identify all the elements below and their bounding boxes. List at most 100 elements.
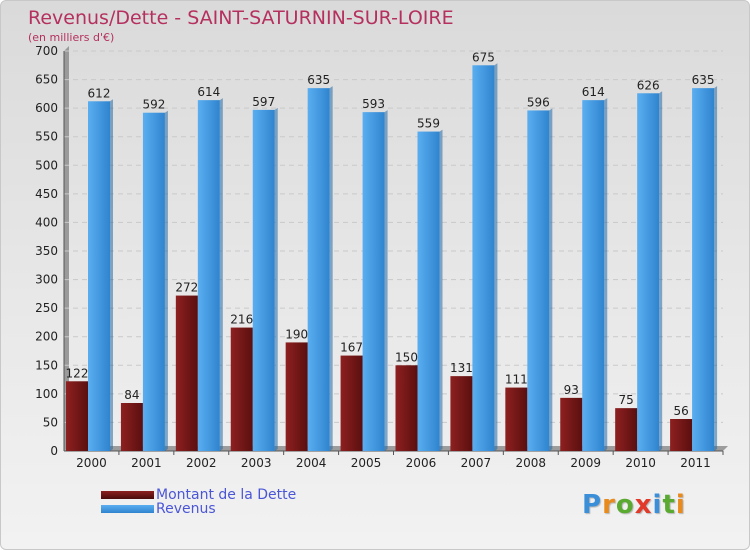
- bar-dette-value-label: 272: [175, 281, 198, 295]
- chart-title: Revenus/Dette - SAINT-SATURNIN-SUR-LOIRE: [28, 7, 454, 29]
- x-tick-label: 2006: [406, 456, 437, 470]
- legend-label-revenus: Revenus: [156, 501, 216, 517]
- bar-dette-value-label: 167: [340, 341, 363, 355]
- bar-dette-value-label: 190: [285, 327, 308, 341]
- bar-revenus: [252, 109, 275, 451]
- bar-revenus-side: [714, 86, 718, 452]
- bar-dette: [615, 408, 638, 451]
- bar-dette: [395, 365, 418, 451]
- x-tick-label: 2003: [241, 456, 272, 470]
- bar-revenus-side: [110, 99, 113, 452]
- legend-item-revenus: Revenus: [101, 501, 216, 517]
- bar-revenus-value-label: 612: [88, 86, 111, 100]
- logo-letter: o: [615, 490, 635, 520]
- bar-revenus: [417, 131, 440, 452]
- bar-revenus: [472, 65, 495, 452]
- legend-swatch-revenus: [101, 505, 154, 513]
- bar-dette-value-label: 131: [450, 361, 473, 375]
- bar-revenus: [88, 101, 110, 452]
- bar-dette-value-label: 111: [505, 373, 528, 387]
- bar-revenus-side: [549, 108, 553, 451]
- bar-revenus: [527, 110, 550, 451]
- y-tick-label: 0: [50, 444, 58, 458]
- bar-revenus-side: [274, 107, 278, 451]
- y-tick-label: 500: [35, 158, 58, 172]
- legend-label-dette: Montant de la Dette: [156, 487, 297, 503]
- bar-revenus: [692, 88, 715, 452]
- bar-revenus: [637, 93, 660, 452]
- bar-revenus-value-label: 596: [527, 95, 550, 109]
- bar-dette: [120, 403, 143, 451]
- bar-dette: [285, 342, 308, 451]
- bar-revenus-side: [659, 91, 663, 452]
- y-tick-label: 150: [35, 358, 58, 372]
- bar-dette: [230, 327, 253, 451]
- bar-dette-value-label: 150: [395, 350, 418, 364]
- bar-dette-value-label: 93: [564, 383, 579, 397]
- bar-revenus-value-label: 592: [142, 98, 165, 112]
- bar-dette-value-label: 216: [230, 313, 253, 327]
- logo-letter: i: [652, 490, 663, 520]
- x-tick-label: 2008: [516, 456, 547, 470]
- plot-side-wall: [64, 46, 69, 451]
- bar-revenus-side: [439, 129, 443, 452]
- bar-dette-value-label: 56: [673, 404, 688, 418]
- bar-dette: [66, 381, 88, 451]
- bar-revenus-side: [384, 110, 388, 452]
- bar-dette-value-label: 122: [66, 366, 89, 380]
- x-tick-label: 2004: [296, 456, 327, 470]
- y-tick-label: 200: [35, 330, 58, 344]
- bar-revenus: [142, 112, 165, 451]
- x-tick-label: 2002: [186, 456, 217, 470]
- y-tick-label: 100: [35, 387, 58, 401]
- bar-revenus-value-label: 593: [362, 97, 385, 111]
- x-tick-label: 2001: [131, 456, 162, 470]
- y-tick-label: 550: [35, 130, 58, 144]
- logo-letter: r: [602, 490, 616, 520]
- bar-revenus: [582, 100, 605, 452]
- bar-revenus-value-label: 597: [252, 95, 275, 109]
- bar-revenus-side: [219, 98, 223, 452]
- x-tick-label: 2011: [680, 456, 711, 470]
- bar-revenus-value-label: 635: [307, 73, 330, 87]
- logo-letter: i: [675, 490, 686, 520]
- logo-letter: t: [662, 490, 676, 520]
- bar-revenus-value-label: 675: [472, 50, 495, 64]
- x-tick-label: 2005: [351, 456, 382, 470]
- y-tick-label: 400: [35, 215, 58, 229]
- bar-revenus: [362, 112, 385, 452]
- x-tick-label: 2000: [76, 456, 107, 470]
- legend-swatch-dette: [101, 491, 154, 499]
- logo-letter: P: [582, 490, 603, 520]
- bar-revenus-side: [329, 86, 333, 452]
- y-tick-label: 650: [35, 73, 58, 87]
- bar-revenus-value-label: 614: [582, 85, 605, 99]
- y-tick-label: 700: [35, 44, 58, 58]
- bar-revenus-side: [494, 63, 498, 452]
- bar-revenus-value-label: 559: [417, 117, 440, 131]
- bar-revenus-side: [164, 110, 168, 451]
- bar-revenus-side: [604, 98, 608, 452]
- logo-letter: x: [634, 490, 653, 520]
- y-tick-label: 450: [35, 187, 58, 201]
- bar-revenus-value-label: 635: [692, 73, 715, 87]
- y-tick-label: 50: [43, 415, 58, 429]
- x-tick-label: 2009: [570, 456, 601, 470]
- y-tick-label: 350: [35, 244, 58, 258]
- x-tick-label: 2010: [625, 456, 656, 470]
- proxiti-logo: Proxiti: [582, 490, 686, 520]
- chart-subtitle: (en milliers d'€): [28, 31, 115, 44]
- y-tick-label: 300: [35, 273, 58, 287]
- bar-dette: [340, 355, 363, 451]
- bar-dette-value-label: 84: [124, 388, 139, 402]
- bar-dette: [505, 387, 528, 451]
- bar-dette-value-label: 75: [619, 393, 634, 407]
- bar-dette: [175, 295, 198, 451]
- bar-revenus: [307, 88, 330, 452]
- bar-dette: [670, 419, 693, 451]
- x-tick-label: 2007: [461, 456, 492, 470]
- bar-revenus-value-label: 614: [197, 85, 220, 99]
- y-tick-label: 600: [35, 101, 58, 115]
